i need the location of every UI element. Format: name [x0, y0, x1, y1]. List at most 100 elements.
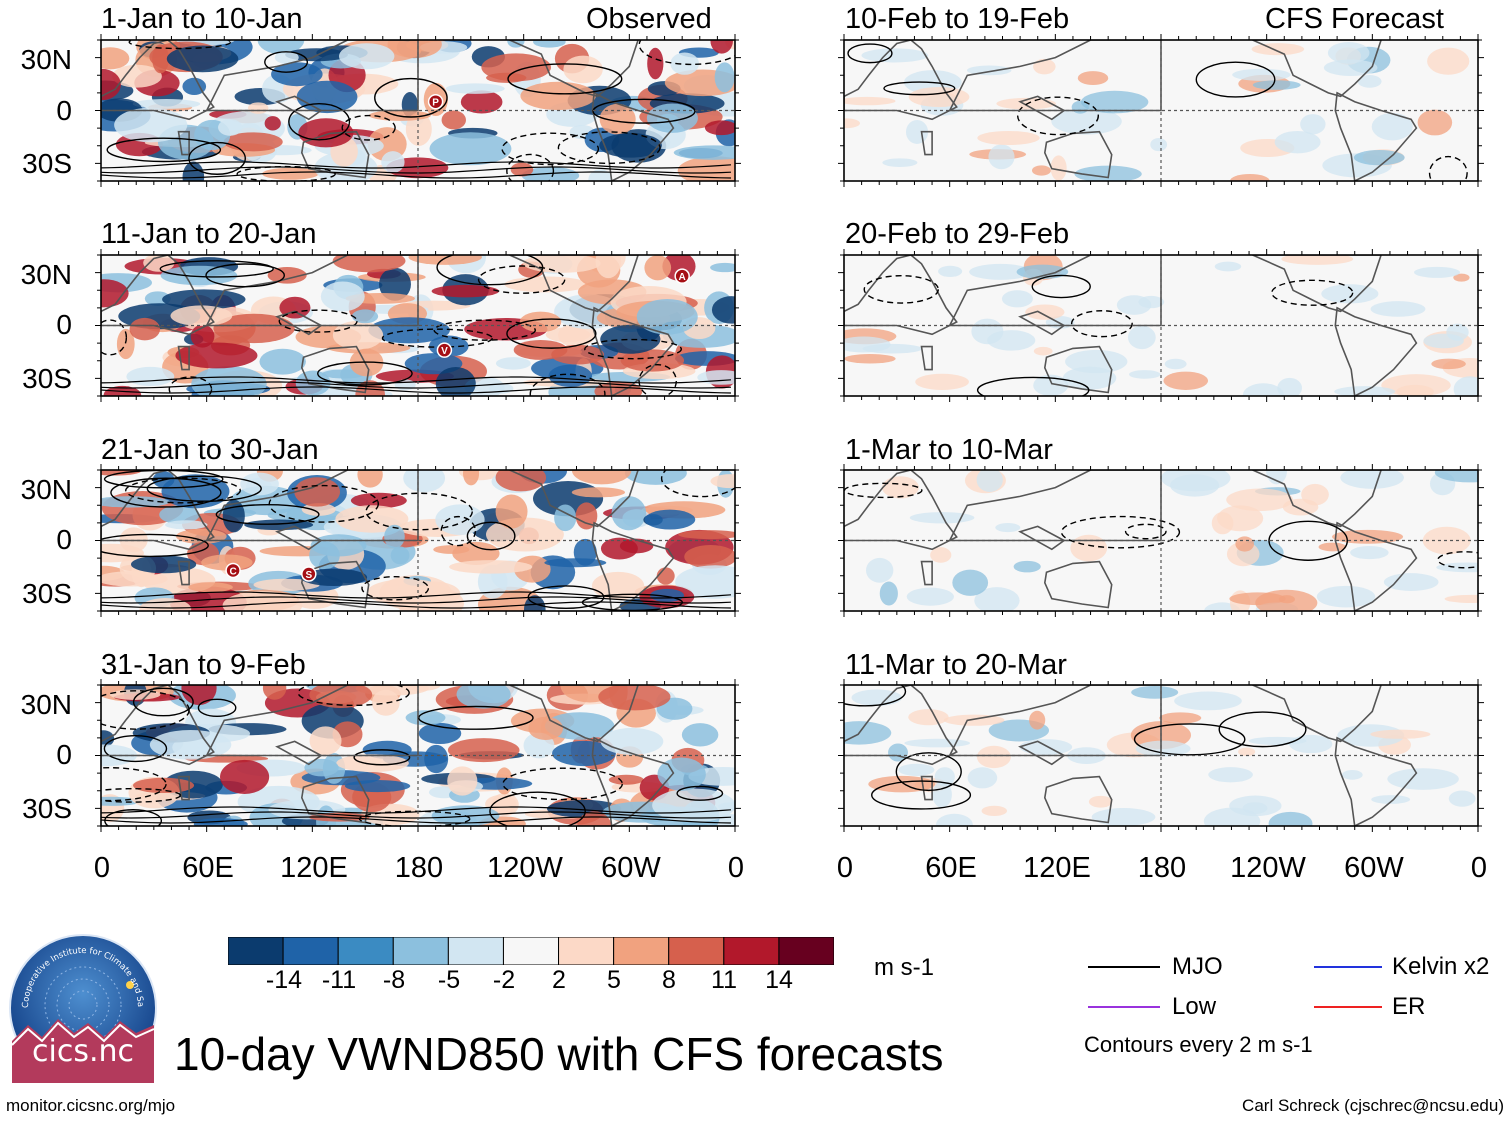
colorbar-tick-label: 2	[552, 966, 566, 994]
mjo-contour	[215, 504, 320, 525]
coastline	[300, 130, 370, 179]
mjo-contour	[341, 114, 396, 141]
mjo-contour	[353, 749, 411, 766]
wind-anomaly-blob	[1217, 505, 1264, 532]
wind-anomaly-blob	[1340, 470, 1404, 489]
wind-anomaly-blob	[101, 496, 170, 508]
coastline	[948, 470, 1162, 542]
mjo-contour	[297, 685, 410, 707]
wind-anomaly-blob	[460, 90, 503, 114]
wind-anomaly-blob	[1062, 366, 1117, 390]
wind-anomaly-blob	[101, 279, 129, 308]
wind-anomaly-blob	[218, 119, 243, 136]
wind-anomaly-blob	[1238, 747, 1256, 757]
wave-marker	[674, 268, 690, 284]
coastline	[1334, 736, 1418, 826]
wind-anomaly-blob	[390, 546, 410, 565]
panel-title: 20-Feb to 29-Feb	[845, 218, 1070, 250]
wind-anomaly-blob	[1051, 108, 1122, 135]
wind-anomaly-blob	[1013, 560, 1041, 573]
wind-anomaly-blob	[1350, 546, 1389, 560]
wind-anomaly-blob	[908, 709, 949, 726]
y-tick-label: 0	[56, 309, 72, 340]
wind-anomaly-blob	[191, 366, 267, 396]
wind-anomaly-blob	[851, 689, 903, 706]
wind-anomaly-blob	[175, 342, 258, 369]
y-tick-label: 30N	[20, 474, 72, 505]
mjo-contour	[365, 492, 473, 531]
mjo-contour	[584, 338, 683, 360]
coastline	[509, 255, 639, 313]
colorbar-tick-label: -11	[321, 966, 357, 994]
coastline	[920, 775, 933, 801]
wind-anomaly-blob	[1029, 710, 1046, 730]
coastline	[1043, 775, 1113, 824]
wind-anomaly-blob	[1371, 795, 1411, 804]
wind-anomaly-blob	[485, 794, 517, 814]
wind-anomaly-blob	[938, 265, 963, 277]
x-tick-label: 60E	[925, 852, 977, 884]
mjo-contour	[146, 475, 262, 502]
mjo-contour	[1016, 96, 1099, 136]
wind-anomaly-blob	[1252, 80, 1301, 90]
wind-anomaly-blob	[1033, 58, 1056, 75]
legend-line-low	[1088, 1006, 1160, 1008]
colorbar-tick-label: 5	[607, 966, 621, 994]
x-tick-label: 60E	[182, 852, 234, 884]
wind-anomaly-blob	[316, 805, 337, 826]
wind-anomaly-blob	[1091, 808, 1156, 826]
wind-anomaly-blob	[710, 474, 735, 489]
wind-anomaly-blob	[545, 327, 591, 343]
mjo-contour	[502, 767, 623, 801]
mjo-contour	[106, 137, 222, 163]
x-tick-label: 120E	[1023, 852, 1091, 884]
wind-anomaly-blob	[1214, 261, 1242, 272]
coastline	[275, 525, 323, 551]
wind-anomaly-blob	[435, 366, 476, 396]
mjo-contour	[101, 533, 209, 558]
wind-anomaly-blob	[296, 80, 358, 114]
wind-anomaly-blob	[339, 43, 395, 70]
wind-anomaly-blob	[495, 470, 547, 492]
mjo-contour	[101, 376, 732, 384]
wind-anomaly-blob	[1163, 371, 1209, 390]
footer-url[interactable]: monitor.cicsnc.org/mjo	[6, 1096, 176, 1115]
coastline	[1043, 560, 1113, 609]
wave-marker	[436, 342, 453, 358]
wind-anomaly-blob	[1414, 266, 1461, 278]
mjo-contour	[529, 373, 606, 396]
wind-anomaly-blob	[932, 781, 952, 808]
wind-anomaly-blob	[447, 766, 478, 796]
wind-anomaly-blob	[644, 509, 696, 530]
wind-anomaly-blob	[213, 313, 295, 344]
wind-anomaly-blob	[711, 296, 735, 324]
map-panel: AV	[95, 249, 741, 402]
legend-line-kelvin	[1314, 966, 1382, 968]
wind-anomaly-blob	[1341, 770, 1363, 780]
colorbar	[228, 937, 834, 965]
map-panel	[95, 679, 741, 832]
x-tick-label: 120W	[487, 852, 563, 884]
wind-anomaly-blob	[1436, 562, 1478, 573]
wind-anomaly-blob	[710, 262, 735, 273]
wind-anomaly-blob	[1174, 691, 1242, 711]
mjo-contour	[101, 166, 732, 174]
observed-label: Observed	[586, 3, 712, 35]
wind-anomaly-blob	[697, 370, 735, 385]
wind-anomaly-blob	[599, 103, 636, 135]
wind-anomaly-blob	[909, 512, 975, 524]
wind-anomaly-blob	[1127, 325, 1156, 350]
map-panel	[838, 34, 1484, 187]
wind-anomaly-blob	[844, 336, 891, 353]
x-tick-label: 180	[1137, 852, 1187, 884]
mjo-contour	[101, 596, 732, 604]
mjo-contour	[197, 698, 237, 718]
colorbar-bin	[558, 937, 615, 965]
wind-anomaly-blob	[1031, 165, 1051, 176]
mjo-contour	[110, 477, 222, 508]
wave-marker-label: C	[229, 566, 236, 577]
wind-anomaly-blob	[481, 53, 552, 82]
mjo-contour	[268, 484, 380, 523]
wind-anomaly-blob	[624, 470, 687, 485]
wind-anomaly-blob	[599, 133, 662, 158]
